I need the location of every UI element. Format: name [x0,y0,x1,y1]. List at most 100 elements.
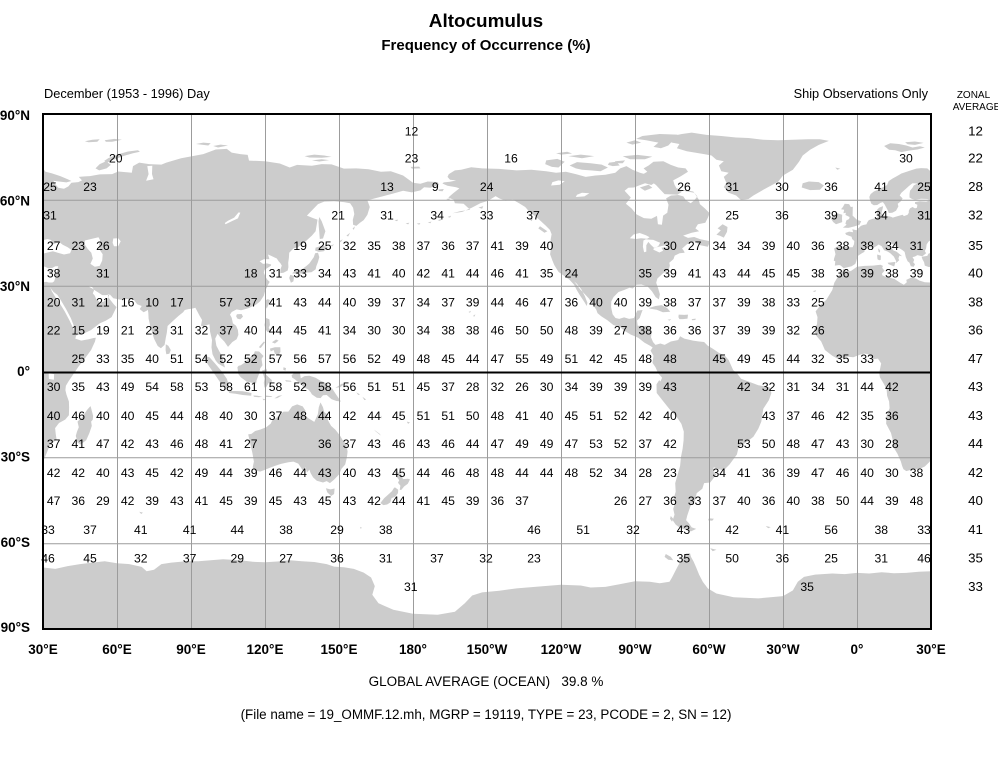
svg-text:35: 35 [860,409,874,423]
svg-text:26: 26 [515,380,529,394]
svg-text:23: 23 [405,151,419,165]
svg-text:51: 51 [576,523,590,537]
svg-text:25: 25 [72,352,86,366]
svg-text:31: 31 [170,324,184,338]
svg-text:90°E: 90°E [176,642,205,657]
svg-text:35: 35 [72,380,86,394]
svg-text:45: 45 [145,409,159,423]
svg-text:44: 44 [417,466,431,480]
svg-text:31: 31 [725,180,739,194]
svg-text:40: 40 [614,295,628,309]
svg-text:47: 47 [968,351,983,366]
svg-text:42: 42 [885,380,899,394]
svg-text:45: 45 [392,409,406,423]
svg-text:21: 21 [96,295,110,309]
svg-text:27: 27 [639,494,653,508]
svg-text:51: 51 [565,352,579,366]
svg-text:45: 45 [565,409,579,423]
svg-text:48: 48 [195,437,209,451]
svg-text:43: 43 [367,466,381,480]
svg-text:42: 42 [121,494,135,508]
svg-text:41: 41 [491,239,505,253]
svg-text:20: 20 [109,151,123,165]
svg-text:39: 39 [466,494,480,508]
svg-text:37: 37 [441,295,455,309]
svg-text:43: 43 [836,437,850,451]
svg-text:61: 61 [244,380,258,394]
svg-text:31: 31 [269,266,283,280]
svg-text:53: 53 [737,437,751,451]
svg-text:GLOBAL AVERAGE (OCEAN) 39.8: GLOBAL AVERAGE (OCEAN) 39.8 % [369,674,604,689]
svg-text:36: 36 [762,466,776,480]
svg-text:40: 40 [787,494,801,508]
svg-text:40: 40 [737,494,751,508]
svg-text:46: 46 [441,437,455,451]
svg-text:39: 39 [885,494,899,508]
svg-text:41: 41 [515,266,529,280]
svg-text:37: 37 [244,295,258,309]
svg-text:45: 45 [441,494,455,508]
svg-text:44: 44 [231,523,245,537]
svg-text:25: 25 [725,208,739,222]
svg-text:45: 45 [145,466,159,480]
svg-text:39: 39 [145,494,159,508]
svg-text:42: 42 [836,409,850,423]
svg-text:48: 48 [639,352,653,366]
svg-text:34: 34 [737,239,751,253]
svg-text:47: 47 [491,352,505,366]
svg-text:43: 43 [96,380,110,394]
svg-text:46: 46 [515,295,529,309]
svg-text:15: 15 [72,324,86,338]
svg-text:37: 37 [183,551,197,565]
svg-text:26: 26 [614,494,628,508]
svg-text:37: 37 [269,409,283,423]
svg-text:37: 37 [343,437,357,451]
svg-text:49: 49 [515,437,529,451]
svg-text:19: 19 [293,239,307,253]
svg-text:32: 32 [811,352,825,366]
svg-text:43: 43 [145,437,159,451]
svg-text:39: 39 [663,266,677,280]
svg-text:57: 57 [318,352,332,366]
svg-text:45: 45 [417,380,431,394]
svg-text:37: 37 [47,437,61,451]
svg-text:23: 23 [83,180,97,194]
svg-text:47: 47 [96,437,110,451]
svg-text:44: 44 [293,466,307,480]
svg-text:22: 22 [968,150,983,165]
svg-text:32: 32 [762,380,776,394]
svg-text:25: 25 [811,295,825,309]
svg-text:48: 48 [663,352,677,366]
svg-text:44: 44 [860,380,874,394]
svg-text:39: 39 [762,239,776,253]
svg-text:52: 52 [614,437,628,451]
svg-text:49: 49 [737,352,751,366]
svg-text:25: 25 [318,239,332,253]
svg-text:20: 20 [47,295,61,309]
svg-text:30: 30 [47,380,61,394]
svg-text:43: 43 [663,380,677,394]
svg-text:58: 58 [219,380,233,394]
svg-text:40: 40 [540,239,554,253]
svg-text:39: 39 [589,324,603,338]
svg-text:25: 25 [917,180,931,194]
svg-text:43: 43 [968,408,983,423]
svg-text:44: 44 [466,266,480,280]
svg-text:Ship Observations Only: Ship Observations Only [794,86,929,101]
svg-text:50: 50 [515,324,529,338]
svg-text:44: 44 [737,266,751,280]
svg-text:0°: 0° [851,642,864,657]
svg-text:120°W: 120°W [541,642,582,657]
svg-text:31: 31 [404,580,418,594]
svg-text:35: 35 [968,238,983,253]
svg-text:29: 29 [96,494,110,508]
svg-text:22: 22 [47,324,61,338]
svg-text:150°W: 150°W [467,642,508,657]
svg-text:41: 41 [417,494,431,508]
svg-text:0°: 0° [17,364,30,379]
svg-text:36: 36 [776,551,790,565]
svg-text:30: 30 [392,324,406,338]
svg-text:13: 13 [380,180,394,194]
svg-text:36: 36 [688,324,702,338]
svg-text:38: 38 [47,266,61,280]
